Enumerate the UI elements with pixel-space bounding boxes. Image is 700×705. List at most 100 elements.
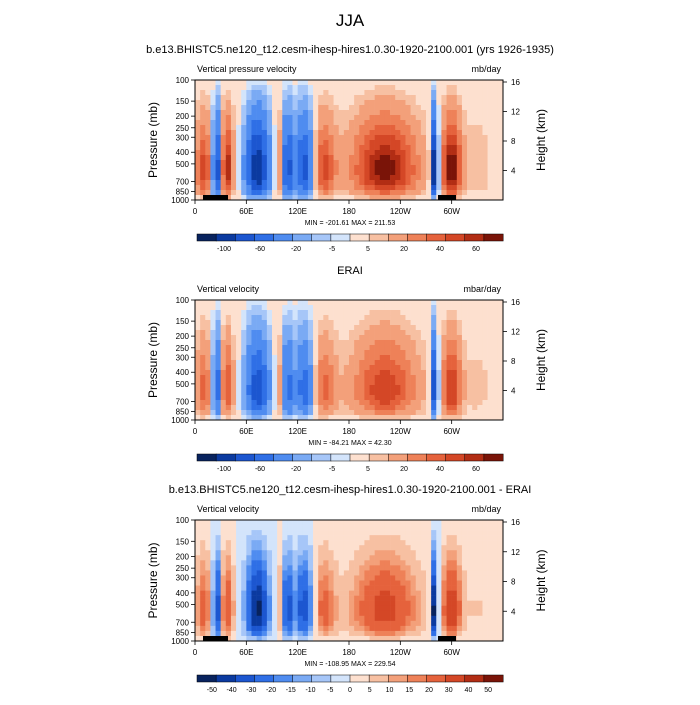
heatmap-cell <box>436 315 442 321</box>
heatmap-cell <box>415 615 422 622</box>
heatmap-cell <box>395 320 401 326</box>
heatmap-cell <box>415 325 422 331</box>
heatmap-cell <box>359 570 365 576</box>
heatmap-cell <box>492 405 499 411</box>
heatmap-cell <box>467 390 473 396</box>
heatmap-cell <box>256 390 263 396</box>
heatmap-cell <box>277 180 283 186</box>
heatmap-cell <box>492 565 499 571</box>
colorbar-swatch <box>235 674 255 683</box>
heatmap-cell <box>313 175 319 181</box>
heatmap-cell <box>456 635 463 642</box>
heatmap-cell <box>477 625 483 632</box>
heatmap-cell <box>195 85 201 91</box>
heatmap-cell <box>384 315 391 321</box>
heatmap-cell <box>436 400 442 406</box>
heatmap-cell <box>236 400 242 406</box>
heatmap-cell <box>405 300 411 306</box>
heatmap-cell <box>241 95 247 101</box>
heatmap-cell <box>456 540 463 546</box>
heatmap-cell <box>410 115 417 121</box>
heatmap-cell <box>354 325 360 331</box>
heatmap-cell <box>374 630 381 637</box>
heatmap-cell <box>446 565 452 571</box>
heatmap-cell <box>297 90 304 96</box>
heatmap-cell <box>467 400 473 406</box>
heatmap-cell <box>410 530 417 536</box>
heatmap-cell <box>477 575 483 581</box>
heatmap-cell <box>318 145 324 151</box>
heatmap-cell <box>354 405 360 411</box>
heatmap-cell <box>426 410 432 416</box>
heatmap-cell <box>241 185 247 191</box>
heatmap-cell <box>205 180 211 186</box>
heatmap-cell <box>343 330 350 336</box>
heatmap-cell <box>492 550 499 556</box>
heatmap-cell <box>456 525 463 531</box>
heatmap-cell <box>415 555 422 561</box>
heatmap-cell <box>287 570 293 576</box>
colorbar-label: 40 <box>436 246 444 253</box>
heatmap-cell <box>246 85 252 91</box>
heatmap-cell <box>359 160 365 166</box>
heatmap-cell <box>282 550 288 556</box>
heatmap-cell <box>318 610 324 617</box>
heatmap-cell <box>384 95 391 101</box>
heatmap-cell <box>451 585 458 591</box>
heatmap-cell <box>467 85 473 91</box>
heatmap-cell <box>292 90 298 96</box>
heatmap-cell <box>400 410 406 416</box>
heatmap-cell <box>451 350 458 356</box>
heatmap-cell <box>297 595 304 601</box>
heatmap-cell <box>241 180 247 186</box>
heatmap-cell <box>369 160 375 166</box>
heatmap-cell <box>266 190 273 196</box>
heatmap-cell <box>497 80 504 86</box>
heatmap-cell <box>436 625 442 632</box>
heatmap-cell <box>241 170 247 176</box>
heatmap-cell <box>482 385 488 391</box>
heatmap-cell <box>297 145 304 151</box>
heatmap-cell <box>446 310 452 316</box>
heatmap-cell <box>482 590 488 596</box>
heatmap-cell <box>472 355 478 361</box>
heatmap-cell <box>405 190 411 196</box>
heatmap-cell <box>359 405 365 411</box>
heatmap-cell <box>456 410 463 416</box>
heatmap-cell <box>338 190 345 196</box>
heatmap-cell <box>379 120 386 126</box>
heatmap-cell <box>487 340 494 346</box>
heatmap-cell <box>415 540 422 546</box>
heatmap-cell <box>287 165 293 171</box>
heatmap-cell <box>410 620 417 627</box>
heatmap-cell <box>256 625 263 632</box>
heatmap-cell <box>241 365 247 371</box>
heatmap-cell <box>256 195 263 201</box>
heatmap-cell <box>200 615 206 622</box>
heatmap-cell <box>333 330 340 336</box>
heatmap-cell <box>195 600 201 607</box>
heatmap-cell <box>349 565 355 571</box>
heatmap-cell <box>359 175 365 181</box>
heatmap-cell <box>390 550 396 556</box>
heatmap-cell <box>195 620 201 627</box>
heatmap-cell <box>282 125 288 131</box>
heatmap-cell <box>395 95 401 101</box>
heatmap-cell <box>461 575 468 581</box>
heatmap-cell <box>420 345 427 351</box>
heatmap-cell <box>328 180 334 186</box>
heatmap-cell <box>441 135 447 141</box>
heatmap-cell <box>287 520 293 526</box>
heatmap-cell <box>410 555 417 561</box>
heatmap-cell <box>431 340 437 346</box>
heatmap-cell <box>492 120 499 126</box>
heatmap-cell <box>384 90 391 96</box>
heatmap-cell <box>456 605 463 612</box>
longitude-tick-label: 0 <box>193 427 198 436</box>
heatmap-cell <box>431 610 437 617</box>
heatmap-cell <box>256 110 263 116</box>
heatmap-cell <box>400 330 406 336</box>
heatmap-cell <box>343 595 350 601</box>
heatmap-cell <box>410 540 417 546</box>
heatmap-cell <box>379 135 386 141</box>
